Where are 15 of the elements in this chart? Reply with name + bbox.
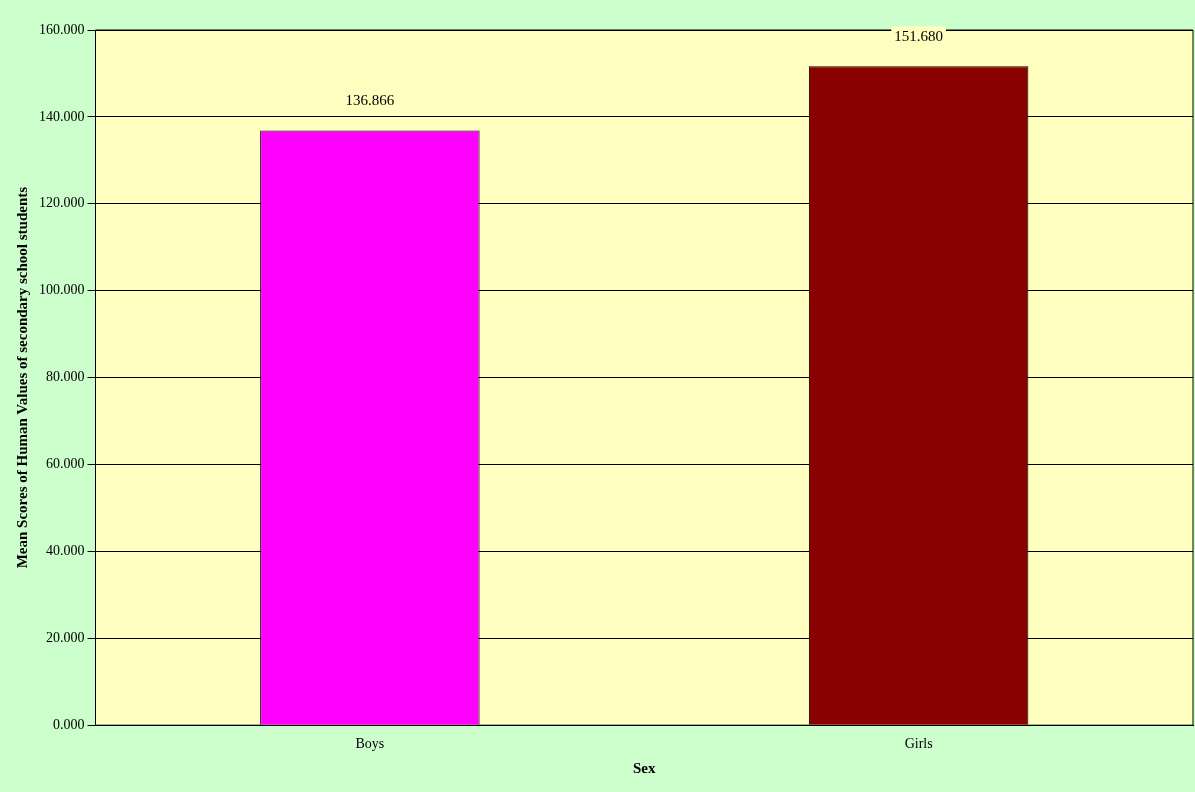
y-tick-label: 0.000	[53, 716, 85, 732]
y-tick-label: 40.000	[46, 543, 85, 559]
data-label: 136.866	[345, 91, 395, 108]
y-tick-label: 120.000	[39, 195, 85, 211]
y-tick-label: 160.000	[39, 21, 85, 37]
y-tick-label: 20.000	[46, 629, 85, 645]
y-tick-label: 140.000	[39, 108, 85, 124]
x-tick-label: Boys	[355, 736, 385, 752]
y-tick-label: 100.000	[39, 282, 85, 298]
y-axis-title: Mean Scores of Human Values of secondary school students	[13, 186, 30, 569]
data-label: 151.680	[894, 27, 943, 44]
x-axis-title: Sex	[633, 759, 656, 776]
x-tick-label: Girls	[904, 736, 933, 752]
y-tick-label: 80.000	[46, 369, 85, 385]
y-tick-label: 60.000	[46, 456, 85, 472]
